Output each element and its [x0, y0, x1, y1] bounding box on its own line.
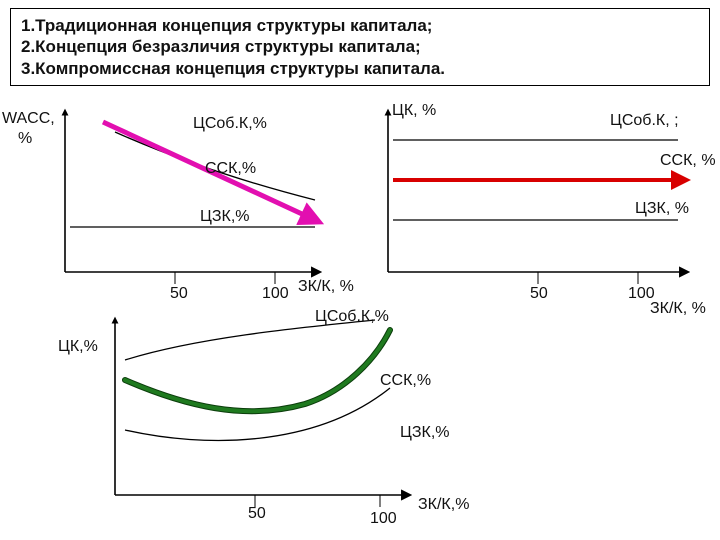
chart1-tick-100: 100 [262, 285, 289, 303]
header-line-3: 3.Компромиссная концепция структуры капи… [21, 58, 699, 79]
chart1-ytitle-1: WACC, [2, 110, 55, 128]
chart1-czk-label: ЦЗК,% [200, 208, 250, 226]
chart1-csobk-label: ЦСоб.К,% [193, 115, 267, 133]
chart1-svg [65, 112, 320, 307]
chart3-czk-label: ЦЗК,% [400, 424, 450, 442]
chart3-tick-100: 100 [370, 510, 397, 528]
chart2-tick-50: 50 [530, 285, 548, 303]
chart3-green-outline [125, 330, 390, 411]
chart1-ssk-label: ССК,% [205, 160, 256, 178]
chart3-csobk-curve [125, 320, 375, 360]
chart1-ytitle-2: % [18, 130, 32, 148]
chart3-xlabel: ЗК/К,% [418, 496, 469, 514]
chart3-ssk-label: ССК,% [380, 372, 431, 390]
chart2-xlabel: ЗК/К, % [650, 300, 706, 318]
header-box: 1.Традиционная концепция структуры капит… [10, 8, 710, 86]
chart2-ssk-label: ССК, % [660, 152, 716, 170]
header-line-2: 2.Концепция безразличия структуры капита… [21, 36, 699, 57]
chart3-green-curve [125, 330, 390, 411]
chart2-csobk-label: ЦСоб.К, ; [610, 112, 679, 130]
header-line-1: 1.Традиционная концепция структуры капит… [21, 15, 699, 36]
chart3-csobk-label: ЦСоб.К,% [315, 308, 389, 326]
chart1-xlabel: ЗК/К, % [298, 278, 354, 296]
chart3-ytitle: ЦК,% [58, 338, 98, 356]
chart2-czk-label: ЦЗК, % [635, 200, 689, 218]
chart1-tick-50: 50 [170, 285, 188, 303]
chart3-svg [115, 320, 410, 530]
chart3-tick-50: 50 [248, 505, 266, 523]
charts-stage: WACC, % 50 100 ЦСоб.К,% ССК,% ЦЗК,% ЗК/К… [0, 90, 720, 540]
